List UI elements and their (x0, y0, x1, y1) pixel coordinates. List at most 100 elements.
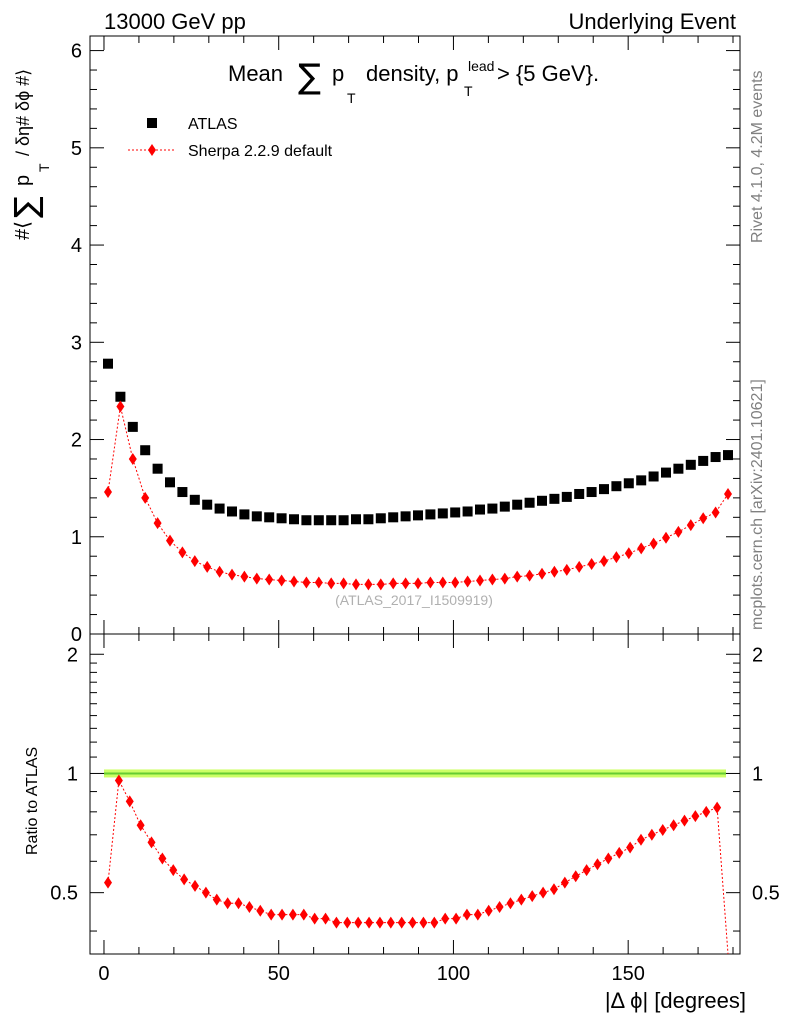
sherpa-ratio-point (604, 852, 613, 865)
atlas-data-point (586, 487, 597, 498)
atlas-data-point (413, 510, 423, 521)
legend-sherpa-marker (148, 144, 156, 156)
atlas-data-point (326, 515, 337, 526)
ratio-x-tick-label: 100 (437, 963, 470, 985)
side-label-rivet: Rivet 4.1.0, 4.2M events (749, 70, 766, 243)
sherpa-ratio-point (169, 864, 178, 877)
atlas-data-point (475, 504, 485, 515)
sherpa-data-point (240, 570, 249, 583)
sherpa-ratio-point (245, 901, 254, 914)
sherpa-data-point (525, 569, 534, 582)
ratio-panel-frame (89, 633, 741, 955)
title-suffix: > {5 GeV}. (497, 61, 599, 86)
sherpa-ratio-point (180, 873, 189, 886)
sherpa-ratio-point (267, 908, 276, 921)
sherpa-ratio-point (223, 897, 232, 910)
atlas-data-point (487, 503, 498, 514)
sherpa-ratio-point (299, 908, 308, 921)
sherpa-ratio-point (626, 841, 635, 854)
sherpa-data-point (426, 576, 435, 589)
sherpa-data-point (203, 560, 212, 573)
atlas-data-point (574, 488, 585, 499)
sherpa-data-point (562, 563, 571, 576)
sherpa-ratio-point (321, 912, 330, 925)
sherpa-ratio-point (582, 864, 591, 877)
sherpa-ratio-point (691, 810, 700, 823)
analysis-watermark: (ATLAS_2017_I1509919) (335, 592, 493, 608)
sherpa-ratio-point (354, 916, 363, 929)
atlas-data-point (388, 512, 399, 523)
sherpa-data-point (178, 546, 187, 559)
sherpa-data-point (339, 577, 348, 590)
sherpa-ratio-point (560, 876, 569, 889)
side-label-mcplots: mcplots.cern.ch [arXiv:2401.10621] (749, 379, 766, 630)
sherpa-data-point (711, 506, 720, 519)
atlas-data-point (698, 455, 709, 466)
atlas-data-point (115, 391, 126, 402)
sherpa-ratio-point (452, 912, 461, 925)
sherpa-data-point (290, 575, 298, 588)
atlas-data-point (313, 515, 324, 526)
atlas-data-point (524, 497, 535, 508)
sherpa-data-point (600, 555, 608, 568)
legend: ATLAS Sherpa 2.2.9 default (128, 116, 333, 160)
sherpa-ratio-point (104, 876, 112, 889)
atlas-data-point (710, 452, 721, 463)
sherpa-ratio-point (636, 833, 645, 846)
sherpa-data-point (389, 577, 398, 590)
atlas-data-point (661, 467, 671, 478)
sherpa-data-point (724, 487, 732, 500)
atlas-data-point (289, 514, 299, 525)
legend-atlas-marker (147, 118, 157, 128)
atlas-data-point (103, 358, 113, 369)
sherpa-ratio-point (397, 916, 406, 929)
sherpa-data-point (662, 531, 670, 544)
sherpa-ratio-point (441, 912, 450, 925)
sherpa-data-point (166, 534, 174, 547)
ratio-y-tick-label-right: 0.5 (752, 883, 780, 905)
sherpa-data-point (215, 565, 224, 578)
ratio-x-tick-label: 50 (268, 963, 290, 985)
ratio-y-label: Ratio to ATLAS (24, 747, 41, 855)
header-right: Underlying Event (568, 9, 736, 34)
sherpa-ratio-point (201, 886, 210, 899)
sherpa-ratio-point (571, 870, 580, 883)
sherpa-ratio-point (473, 908, 482, 921)
atlas-data-point (189, 494, 200, 505)
title-sub-t: T (347, 90, 356, 106)
sherpa-data-point (376, 578, 385, 591)
sherpa-data-point (314, 576, 323, 589)
sherpa-ratio-point (419, 916, 428, 929)
sherpa-data-point (364, 578, 373, 591)
sherpa-ratio-point (539, 886, 548, 899)
sherpa-ratio-point (114, 774, 123, 787)
ratio-x-tick-label: 150 (611, 963, 644, 985)
title-sup-lead: lead (468, 58, 494, 74)
sherpa-data-point (265, 573, 274, 586)
sherpa-ratio-point (430, 916, 439, 929)
atlas-data-point (549, 493, 560, 504)
sherpa-ratio-point (408, 916, 417, 929)
plot-title: Mean ∑ p T density, p lead T > {5 GeV}. (228, 57, 599, 106)
ratio-y-tick-label-right: 2 (752, 644, 763, 666)
sherpa-data-point (190, 555, 199, 568)
atlas-data-point (227, 506, 237, 517)
sherpa-data-point (612, 551, 621, 564)
sherpa-data-point (277, 574, 286, 587)
sherpa-ratio-line (107, 778, 729, 955)
main-y-label: #⟨ ∑ p T / δη# δϕ #⟩ (7, 69, 52, 240)
atlas-data-point (276, 513, 287, 524)
atlas-data-point (338, 515, 349, 526)
atlas-data-point (375, 513, 386, 524)
atlas-data-point (152, 463, 163, 474)
sherpa-ratio-point (702, 805, 711, 818)
atlas-data-point (425, 509, 436, 520)
sherpa-main-line (107, 406, 729, 585)
title-mid: density, p (366, 61, 459, 86)
y-label-sub: T (36, 163, 52, 172)
sherpa-ratio-point (125, 795, 134, 808)
sherpa-data-point (686, 519, 695, 532)
sherpa-ratio-point (658, 823, 667, 836)
main-data-marks (103, 358, 733, 591)
atlas-data-point (202, 499, 213, 510)
